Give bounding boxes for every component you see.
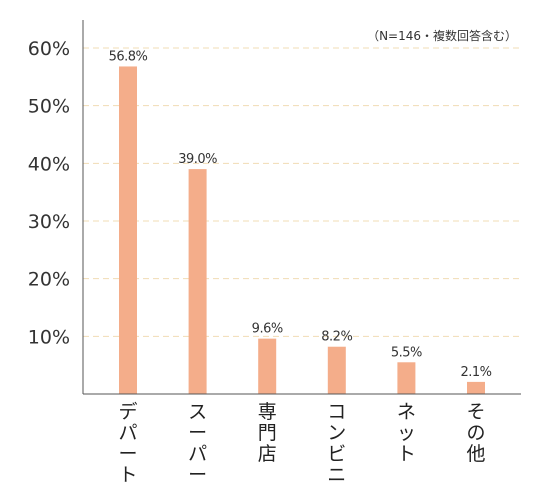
data-label: 8.2%: [321, 330, 352, 345]
bar: [397, 362, 416, 394]
y-tick-label: 50%: [28, 96, 70, 118]
y-tick-label: 10%: [28, 326, 70, 348]
bars: [119, 66, 485, 394]
category-labels: デパート スーパー 専門店 コンビニ ネット その他: [118, 401, 485, 486]
data-label: 56.8%: [109, 49, 148, 64]
y-axis-ticks: 10% 20% 30% 40% 50% 60%: [28, 38, 70, 348]
data-label: 39.0%: [178, 152, 217, 167]
bar: [327, 346, 346, 394]
sample-note: （N=146・複数回答含む）: [367, 28, 517, 43]
y-tick-label: 20%: [28, 269, 70, 291]
bar: [467, 381, 485, 394]
data-label: 2.1%: [460, 365, 491, 380]
y-tick-label: 40%: [28, 153, 70, 175]
y-tick-label: 60%: [28, 38, 70, 60]
data-label: 5.5%: [391, 345, 422, 360]
bar: [119, 66, 137, 394]
category-label: スーパー: [188, 401, 207, 486]
gridlines: [83, 47, 521, 337]
data-label: 9.6%: [252, 322, 283, 337]
bar: [258, 338, 277, 394]
category-label: 専門店: [258, 401, 277, 465]
bar: [188, 169, 207, 394]
y-tick-label: 30%: [28, 211, 70, 233]
category-label: その他: [466, 401, 485, 465]
data-labels: 56.8% 39.0% 9.6% 8.2% 5.5% 2.1%: [109, 49, 493, 380]
category-label: コンビニ: [327, 401, 346, 486]
category-label: デパート: [118, 401, 137, 486]
category-label: ネット: [397, 401, 416, 465]
